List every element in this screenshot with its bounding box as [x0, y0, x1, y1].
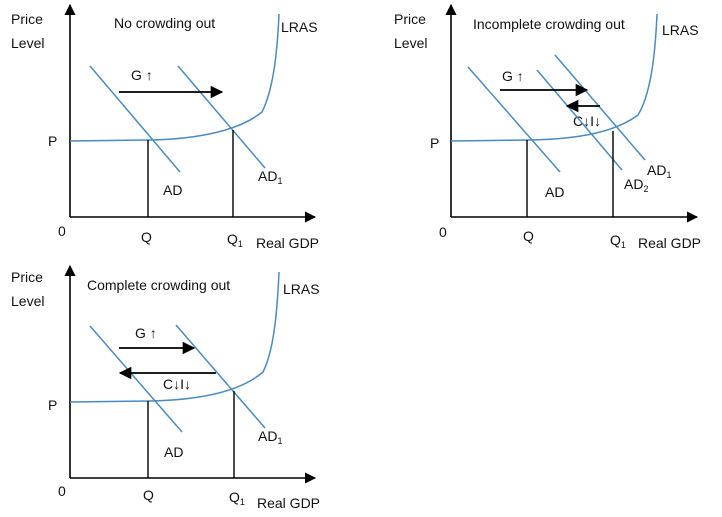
q1-label: Q1: [229, 489, 245, 507]
panel-complete-crowding: Price Level Complete crowding out LRAS P…: [11, 264, 320, 511]
ad-curve: [467, 66, 561, 173]
lras-curve: [69, 13, 280, 142]
q1-label: Q1: [610, 232, 626, 250]
y-axis-label-line1: Price: [394, 11, 426, 27]
price-label: P: [48, 133, 57, 149]
x-axis-label: Real GDP: [638, 235, 701, 251]
lras-curve: [450, 13, 658, 142]
ad2-label: AD2: [624, 176, 648, 194]
ad1-label: AD1: [258, 428, 282, 446]
price-label: P: [430, 135, 439, 151]
g-up-label: G ↑: [502, 68, 524, 84]
ad2-curve: [536, 69, 623, 171]
panel-no-crowding: Price Level No crowding out LRAS P 0 Q Q…: [11, 3, 319, 251]
y-axis-label-line1: Price: [11, 11, 43, 27]
lras-label: LRAS: [281, 19, 318, 35]
crowd-out-label: C↓I↓: [573, 113, 601, 129]
panel-incomplete-crowding: Price Level Incomplete crowding out LRAS…: [394, 3, 701, 251]
ad-label: AD: [163, 182, 182, 198]
ad-curve: [89, 325, 183, 433]
q-label: Q: [523, 228, 534, 244]
ad1-curve: [554, 54, 646, 161]
origin-label: 0: [439, 224, 447, 240]
lras-label: LRAS: [662, 22, 699, 38]
ad1-label: AD1: [647, 162, 671, 180]
q-label: Q: [143, 487, 154, 503]
ad1-curve: [177, 65, 266, 169]
lras-curve: [69, 271, 280, 403]
ad-curve: [89, 65, 181, 173]
ad-label: AD: [545, 184, 564, 200]
panel-title: Complete crowding out: [87, 277, 230, 293]
ad1-label: AD1: [258, 168, 282, 186]
panel-title: No crowding out: [114, 15, 215, 31]
y-axis-label-line2: Level: [11, 35, 44, 51]
x-axis-label: Real GDP: [257, 495, 320, 511]
crowd-out-label: C↓I↓: [163, 376, 191, 392]
y-axis-label-line2: Level: [11, 293, 44, 309]
y-axis-label-line2: Level: [394, 35, 427, 51]
g-up-label: G ↑: [131, 67, 153, 83]
panel-title: Incomplete crowding out: [473, 16, 625, 32]
ad-label: AD: [164, 444, 183, 460]
origin-label: 0: [58, 223, 66, 239]
g-up-label: G ↑: [135, 325, 157, 341]
price-label: P: [48, 397, 57, 413]
q-label: Q: [141, 229, 152, 245]
lras-label: LRAS: [283, 281, 320, 297]
x-axis-label: Real GDP: [256, 235, 319, 251]
q1-label: Q1: [227, 231, 243, 249]
y-axis-label-line1: Price: [11, 269, 43, 285]
origin-label: 0: [58, 483, 66, 499]
